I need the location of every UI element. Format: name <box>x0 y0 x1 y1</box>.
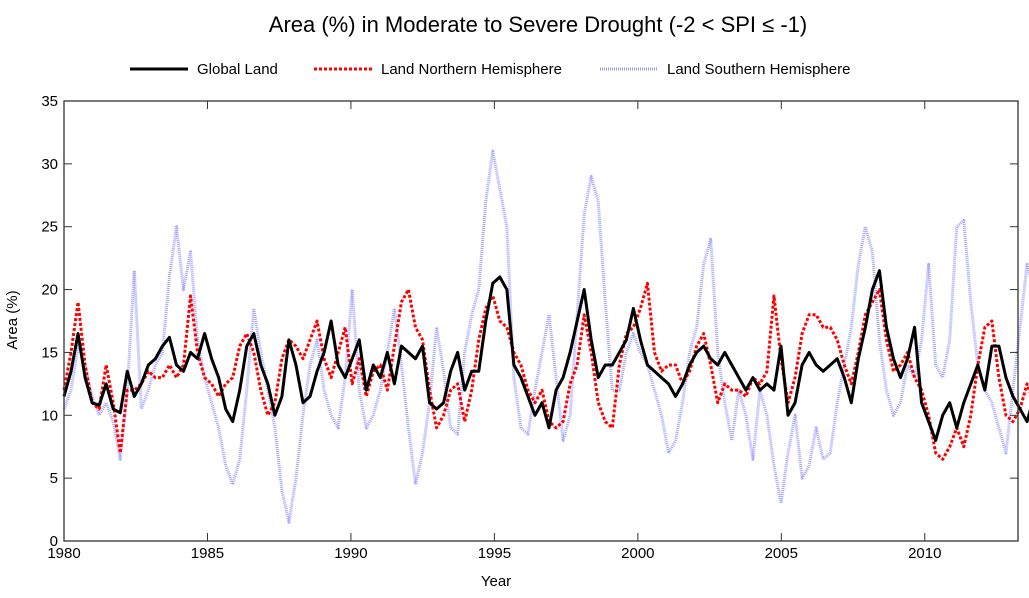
y-tick-label: 35 <box>41 93 58 110</box>
series-line-global-land <box>62 269 1029 442</box>
legend-label-global-land: Global Land <box>197 61 278 78</box>
axes-layer: 1980 1985 1990 1995 2000 2005 2010 0 5 10 15 20 25 30… <box>41 93 1018 562</box>
y-tick-label: 0 <box>50 533 58 550</box>
legend-label-land-sh: Land Southern Hemisphere <box>667 61 850 78</box>
x-tick-label: 1985 <box>191 545 224 562</box>
series-line-land-northern-hemisphere <box>62 281 1029 461</box>
legend: Global Land Land Northern Hemisphere Lan… <box>130 61 850 78</box>
series-line-land-southern-hemisphere <box>62 149 1029 524</box>
plot-frame <box>63 100 1019 542</box>
y-tick-label: 25 <box>41 219 58 236</box>
chart-title: Area (%) in Moderate to Severe Drought (… <box>269 12 807 37</box>
x-tick-label: 1980 <box>47 545 80 562</box>
y-tick-label: 5 <box>50 470 58 487</box>
x-tick-label: 2000 <box>621 545 654 562</box>
y-tick-label: 15 <box>41 344 58 361</box>
x-tick-label: 1995 <box>478 545 511 562</box>
x-tick-label: 1990 <box>334 545 367 562</box>
y-tick-label: 30 <box>41 156 58 173</box>
y-tick-label: 20 <box>41 282 58 299</box>
series-layer <box>62 149 1029 524</box>
x-axis-label: Year <box>481 573 511 590</box>
x-tick-label: 2005 <box>765 545 798 562</box>
y-axis-label: Area (%) <box>4 290 21 349</box>
x-tick-label: 2010 <box>908 545 941 562</box>
y-tick-label: 10 <box>41 407 58 424</box>
legend-label-land-nh: Land Northern Hemisphere <box>381 61 562 78</box>
